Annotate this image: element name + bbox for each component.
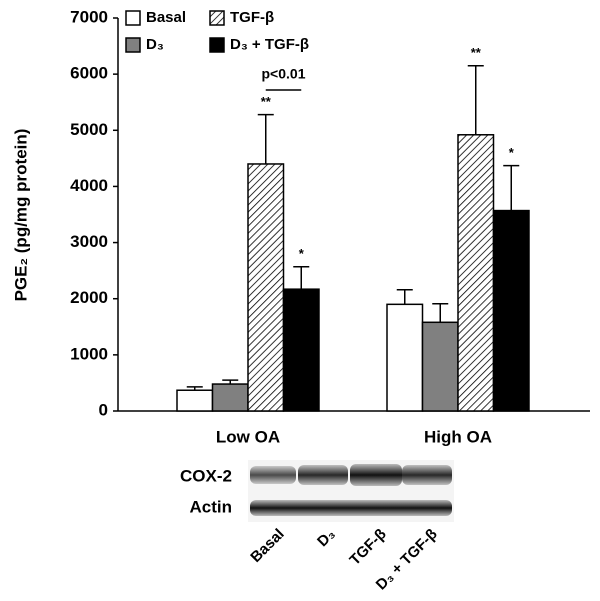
y-axis-label: PGE₂ (pg/mg protein) — [11, 129, 30, 302]
error-bar — [257, 113, 274, 164]
y-tick-label: 6000 — [70, 64, 108, 83]
significance-label: * — [299, 246, 305, 261]
error-bar — [186, 386, 203, 391]
y-tick-label: 2000 — [70, 288, 108, 307]
blot-lane-label: TGF-β — [346, 526, 389, 569]
y-tick-label: 0 — [99, 400, 108, 419]
bar — [421, 321, 459, 412]
blot-lane-label: D₃ — [314, 526, 339, 551]
y-tick-label: 5000 — [70, 120, 108, 139]
bar — [492, 209, 530, 412]
comparison-label: p<0.01 — [262, 66, 306, 82]
significance-label: ** — [471, 45, 482, 60]
blot-lane-label: Basal — [247, 526, 287, 566]
y-tick-label: 1000 — [70, 344, 108, 363]
x-tick-label: Low OA — [216, 427, 280, 446]
error-bar — [293, 265, 310, 290]
error-bar — [432, 303, 449, 323]
error-bar — [222, 379, 239, 385]
bar — [211, 383, 249, 412]
bar — [386, 303, 424, 412]
x-tick-label: High OA — [424, 427, 492, 446]
legend-swatch — [125, 10, 141, 26]
legend-swatch — [125, 37, 141, 53]
significance-label: * — [509, 145, 515, 160]
error-bar — [503, 164, 520, 211]
legend-label: D₃ + TGF-β — [230, 36, 309, 53]
y-tick-label: 4000 — [70, 176, 108, 195]
y-tick-label: 7000 — [70, 7, 108, 26]
blot-image — [248, 460, 454, 522]
error-bar — [467, 64, 484, 135]
bar — [457, 134, 495, 412]
error-bar — [396, 288, 413, 305]
bar — [247, 163, 285, 412]
legend-label: Basal — [146, 9, 186, 26]
bar — [282, 288, 320, 412]
legend-label: D₃ — [146, 36, 164, 53]
y-tick-label: 3000 — [70, 232, 108, 251]
legend-swatch — [209, 37, 225, 53]
significance-label: ** — [261, 94, 272, 109]
blot-row-label: Actin — [190, 497, 233, 516]
legend-label: TGF-β — [230, 9, 274, 26]
bar — [176, 389, 214, 412]
blot-row-label: COX-2 — [180, 466, 232, 485]
legend-swatch — [209, 10, 225, 26]
